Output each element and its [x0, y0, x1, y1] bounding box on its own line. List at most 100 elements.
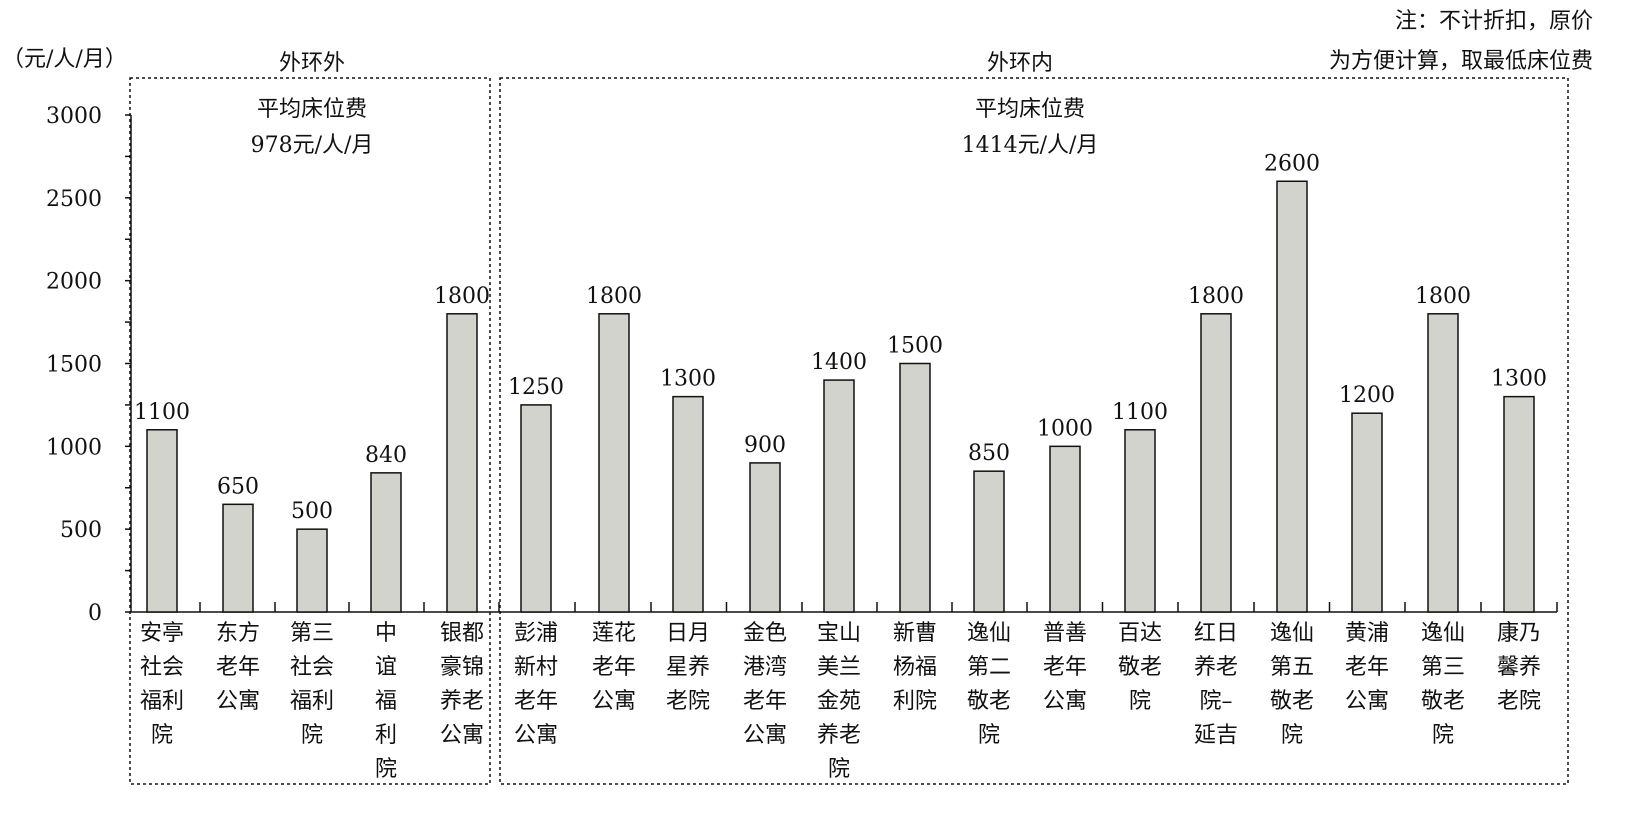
category-label-line: 银都 — [440, 621, 484, 646]
bar-value-label: 1800 — [434, 284, 490, 309]
bar-value-label: 1000 — [1037, 416, 1093, 441]
category-label: 莲花老年公寓 — [592, 621, 636, 714]
category-label: 金色港湾老年公寓 — [743, 621, 787, 748]
bar-value-label: 1100 — [1112, 400, 1168, 425]
y-unit-label: （元/人/月） — [2, 47, 127, 72]
bar-value-label: 650 — [217, 474, 259, 499]
bar-value-label: 1800 — [1415, 284, 1471, 309]
y-tick-label: 3000 — [46, 104, 102, 129]
bar-value-label: 2600 — [1264, 151, 1320, 176]
category-label-line: 院 — [978, 723, 1000, 748]
category-label-line: 莲花 — [592, 621, 636, 646]
bar-value-label: 1800 — [586, 284, 642, 309]
category-label-line: 社会 — [290, 655, 334, 680]
category-label-line: 院 — [301, 723, 323, 748]
category-label-line: 院 — [1129, 689, 1151, 714]
category-label-line: 福利 — [290, 689, 334, 714]
category-label-line: 老年 — [743, 689, 787, 714]
category-label-line: 第五 — [1270, 655, 1314, 680]
category-label-line: 老年 — [514, 689, 558, 714]
category-label: 宝山美兰金苑养老院 — [817, 621, 861, 782]
category-labels: 安亭社会福利院东方老年公寓第三社会福利院中谊福利院银都豪锦养老公寓彭浦新村老年公… — [140, 621, 1541, 782]
category-label-line: 红日 — [1194, 621, 1238, 646]
bar-value-label: 840 — [365, 443, 407, 468]
category-label-line: 老年 — [592, 655, 636, 680]
bar-value-label: 900 — [744, 433, 786, 458]
category-label-line: 公寓 — [743, 723, 787, 748]
group-name-label: 外环外 — [279, 51, 345, 76]
bar — [598, 313, 630, 613]
category-label-line: 敬老 — [1421, 689, 1465, 714]
note-line-2: 为方便计算，取最低床位费 — [1329, 49, 1593, 74]
category-label-line: 新村 — [514, 655, 558, 680]
category-label-line: 逸仙 — [1421, 621, 1465, 646]
category-label-line: 老年 — [1345, 655, 1389, 680]
bar-value-label: 1300 — [660, 367, 716, 392]
category-label-line: 日月 — [666, 621, 710, 646]
bar-value-label: 1500 — [887, 334, 943, 359]
bar — [1427, 313, 1459, 613]
bar — [370, 472, 402, 613]
category-label-line: 公寓 — [514, 723, 558, 748]
group-average-label: 978元/人/月 — [251, 133, 374, 158]
category-label-line: 延吉 — [1194, 723, 1238, 748]
category-label: 银都豪锦养老公寓 — [440, 621, 484, 748]
category-label-line: 老院 — [1497, 689, 1541, 714]
category-label-line: 福利 — [140, 689, 184, 714]
group-box — [499, 77, 1569, 785]
category-label-line: 院 — [375, 757, 397, 782]
category-label-line: 养老 — [1194, 655, 1238, 680]
category-label-line: 逸仙 — [1270, 621, 1314, 646]
category-label-line: 老年 — [216, 655, 260, 680]
category-label: 日月星养老院 — [666, 621, 710, 714]
category-label-line: 宝山 — [817, 621, 861, 646]
bar-value-label: 500 — [291, 499, 333, 524]
group-box — [129, 77, 491, 785]
bar — [1351, 412, 1383, 613]
group-average-label: 平均床位费 — [257, 97, 367, 122]
category-label: 逸仙第五敬老院 — [1270, 621, 1314, 748]
category-label-line: 安亭 — [140, 621, 184, 646]
category-label-line: 利院 — [893, 689, 937, 714]
category-label-line: 金苑 — [817, 689, 861, 714]
category-label-line: 普善 — [1043, 621, 1087, 646]
group-average-label: 平均床位费 — [975, 97, 1085, 122]
bar — [749, 462, 781, 613]
category-label-line: 金色 — [743, 621, 787, 646]
category-label: 中谊福利院 — [375, 621, 397, 782]
bar — [672, 395, 704, 613]
bar — [446, 313, 478, 613]
category-label-line: 公寓 — [1043, 689, 1087, 714]
group-name-label: 外环内 — [987, 51, 1053, 76]
bar-value-label: 850 — [968, 441, 1010, 466]
category-label-line: 利 — [375, 723, 397, 748]
category-label-line: 星养 — [666, 655, 710, 680]
category-label-line: 敬老 — [967, 689, 1011, 714]
category-label-line: 院 — [828, 757, 850, 782]
bar — [1124, 429, 1156, 613]
y-tick-label: 2500 — [46, 187, 102, 212]
bar-value-label: 1200 — [1339, 383, 1395, 408]
category-label-line: 康乃 — [1497, 621, 1541, 646]
y-tick-label: 1500 — [46, 353, 102, 378]
bar — [146, 429, 178, 613]
bar — [296, 528, 328, 613]
bar — [222, 503, 254, 613]
category-label-line: 黄浦 — [1345, 621, 1389, 646]
category-label-line: 老年 — [1043, 655, 1087, 680]
category-label-line: 院 — [1281, 723, 1303, 748]
bar — [1200, 313, 1232, 613]
bar — [1276, 180, 1308, 613]
category-label-line: 院 — [1432, 723, 1454, 748]
category-label-line: 院 — [151, 723, 173, 748]
category-label: 彭浦新村老年公寓 — [514, 621, 558, 748]
category-label: 逸仙第二敬老院 — [967, 621, 1011, 748]
category-label: 逸仙第三敬老院 — [1421, 621, 1465, 748]
bar-value-label: 1800 — [1188, 284, 1244, 309]
bars — [146, 180, 1535, 613]
category-label-line: 第二 — [967, 655, 1011, 680]
category-label-line: 港湾 — [743, 655, 787, 680]
category-label-line: 东方 — [216, 621, 260, 646]
category-label: 康乃馨养老院 — [1497, 621, 1541, 714]
